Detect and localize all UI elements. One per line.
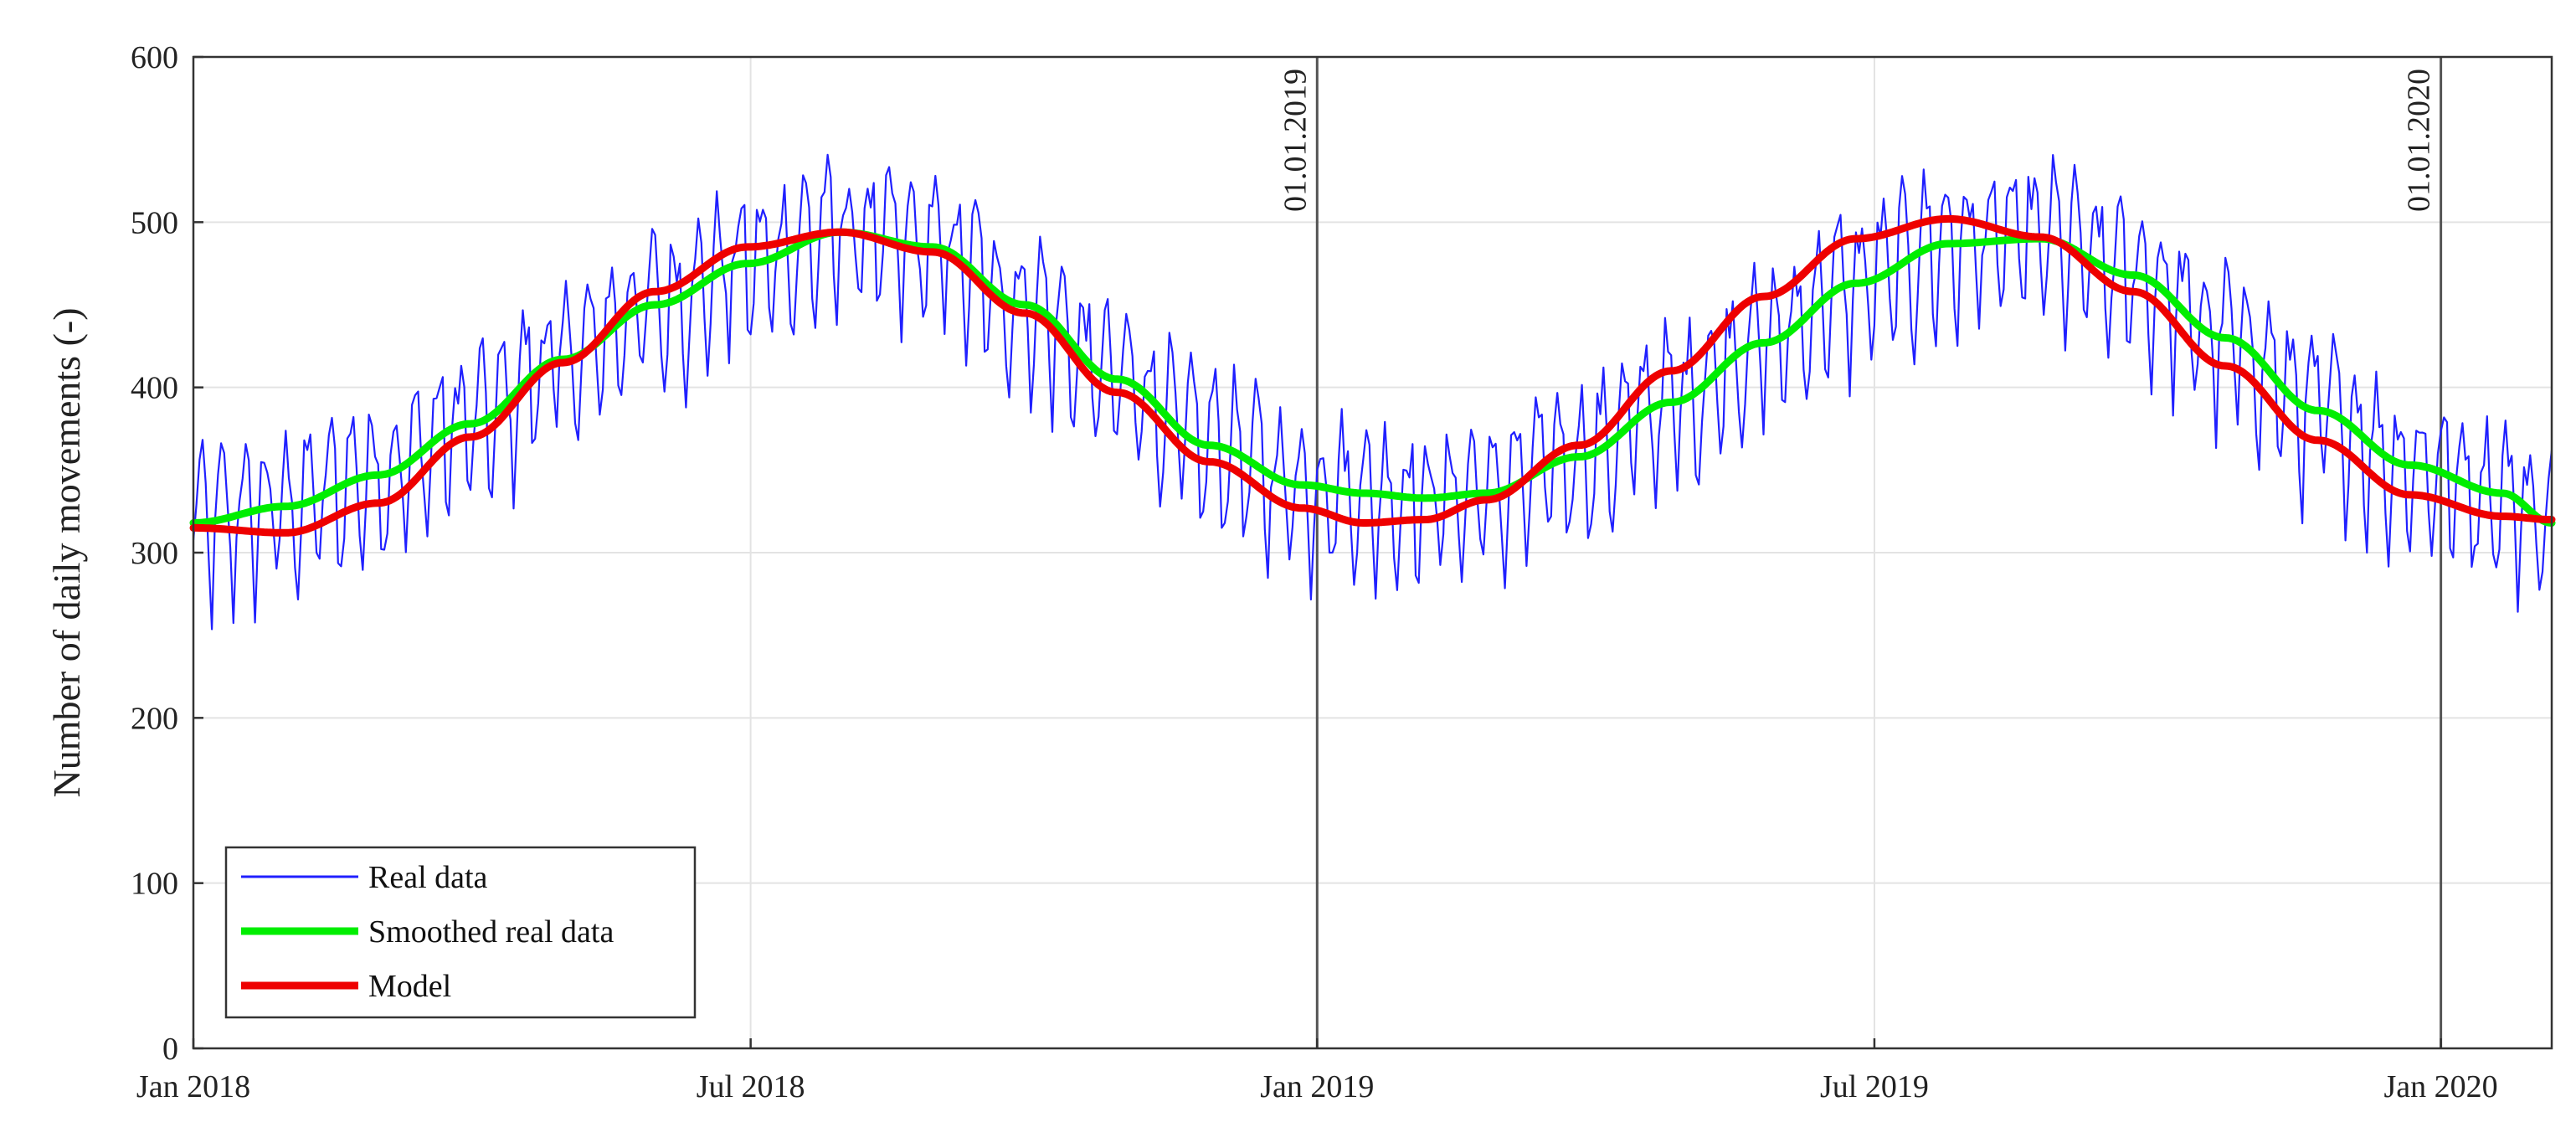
vertical-marker-label: 01.01.2019 (1278, 69, 1313, 212)
legend-label-model: Model (368, 969, 451, 1004)
x-tick-label: Jul 2018 (697, 1069, 805, 1104)
x-tick-label: Jan 2019 (1260, 1069, 1374, 1104)
y-tick-label: 600 (131, 40, 178, 75)
y-tick-label: 300 (131, 536, 178, 571)
y-tick-label: 0 (162, 1032, 178, 1067)
legend-label-smoothed-real-data: Smoothed real data (368, 914, 614, 950)
series-layer (189, 153, 2556, 631)
x-tick-label: Jan 2018 (136, 1069, 250, 1104)
y-tick-label: 400 (131, 371, 178, 406)
series-line-smoothed-real-data (189, 228, 2556, 527)
series-line-model (189, 214, 2556, 537)
tick-layer: 0 100 200 300 400 500 600 Jan 2018 Jul 2018 Jan 2… (131, 40, 2498, 1104)
vertical-marker-layer: 01.01.2019 01.01.2020 (1278, 57, 2443, 1048)
series-line-real-data (192, 153, 2553, 631)
y-axis-title: Number of daily movements (-) (45, 307, 88, 797)
y-tick-label: 500 (131, 205, 178, 240)
vertical-marker-label: 01.01.2020 (2402, 69, 2437, 212)
y-tick-label: 100 (131, 867, 178, 902)
y-tick-label: 200 (131, 701, 178, 736)
legend-label-real-data: Real data (368, 860, 488, 895)
x-tick-label: Jul 2019 (1820, 1069, 1929, 1104)
legend: Real data Smoothed real data Model (224, 846, 697, 1019)
x-tick-label: Jan 2020 (2384, 1069, 2498, 1104)
